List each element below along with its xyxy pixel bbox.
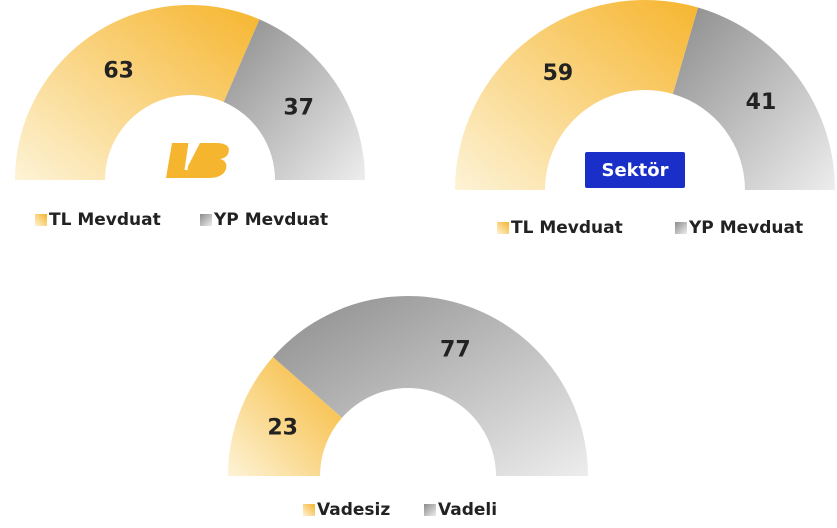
slice [672,7,835,190]
legend-swatch [497,222,509,234]
legend-label: Vadeli [438,500,497,520]
slice [455,0,699,191]
data-label: 23 [267,416,298,441]
label-box [585,152,685,188]
legend-swatch [35,214,47,226]
data-label: 77 [440,338,471,363]
data-label: 41 [746,90,777,115]
legend-swatch [303,504,315,516]
legend-label: TL Mevduat [49,210,161,230]
data-label: 37 [283,96,314,121]
slice [223,19,365,180]
legend-label: Vadesiz [317,500,390,520]
legend-swatch [200,214,212,226]
data-label: 63 [103,58,134,83]
slice [272,295,588,476]
legend-label: YP Mevduat [688,218,803,238]
logo [166,142,229,178]
data-label: 59 [543,61,574,86]
legend-label: YP Mevduat [213,210,328,230]
slice [228,356,342,476]
legend-swatch [424,504,436,516]
legend-label: TL Mevduat [511,218,623,238]
slice [15,4,260,180]
chart-label: Sektör [602,160,669,181]
legend-swatch [675,222,687,234]
